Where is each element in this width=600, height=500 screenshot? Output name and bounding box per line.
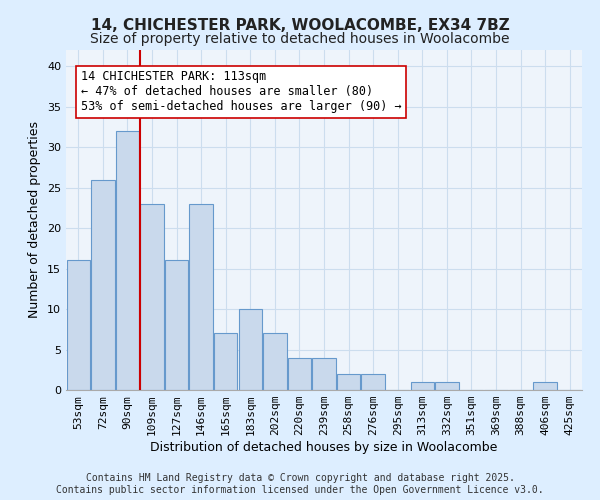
Bar	[91, 180, 115, 390]
Bar	[140, 204, 164, 390]
Bar	[116, 131, 139, 390]
Text: Contains HM Land Registry data © Crown copyright and database right 2025.
Contai: Contains HM Land Registry data © Crown c…	[56, 474, 544, 495]
Y-axis label: Number of detached properties: Number of detached properties	[28, 122, 41, 318]
Bar	[313, 358, 335, 390]
Bar	[337, 374, 360, 390]
Bar	[263, 334, 287, 390]
Bar	[165, 260, 188, 390]
Bar	[288, 358, 311, 390]
Bar	[214, 334, 238, 390]
Text: 14 CHICHESTER PARK: 113sqm
← 47% of detached houses are smaller (80)
53% of semi: 14 CHICHESTER PARK: 113sqm ← 47% of deta…	[81, 70, 401, 113]
Bar	[67, 260, 90, 390]
Bar	[190, 204, 213, 390]
Text: Size of property relative to detached houses in Woolacombe: Size of property relative to detached ho…	[90, 32, 510, 46]
Bar	[361, 374, 385, 390]
Bar	[410, 382, 434, 390]
X-axis label: Distribution of detached houses by size in Woolacombe: Distribution of detached houses by size …	[151, 441, 497, 454]
Bar	[435, 382, 458, 390]
Bar	[533, 382, 557, 390]
Text: 14, CHICHESTER PARK, WOOLACOMBE, EX34 7BZ: 14, CHICHESTER PARK, WOOLACOMBE, EX34 7B…	[91, 18, 509, 32]
Bar	[239, 309, 262, 390]
